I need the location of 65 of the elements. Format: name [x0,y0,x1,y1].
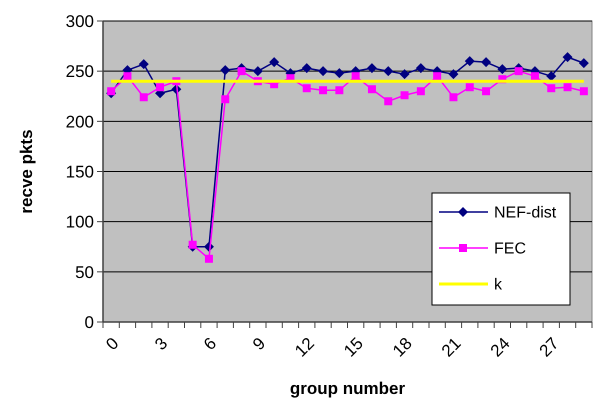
point [366,63,377,74]
x-tick-label: 24 [486,334,514,361]
point [482,87,490,96]
point [269,57,280,68]
point [497,64,508,74]
y-tick-label: 300 [66,12,94,31]
x-tick-label: 9 [248,334,270,354]
point [252,66,263,76]
point [464,56,475,66]
point [530,72,539,80]
y-tick-label: 100 [66,212,94,232]
x-tick-label: 27 [536,334,562,361]
point [546,71,556,82]
point [466,83,474,92]
point [220,65,230,76]
point [238,67,246,76]
point [416,63,426,74]
y-tick-label: 250 [66,62,94,82]
point [416,87,425,96]
point [368,85,376,94]
x-tick-label: 18 [388,334,416,361]
point [138,59,149,70]
point [384,97,392,106]
point [400,69,410,80]
legend-label: k [494,276,503,294]
point [140,93,148,102]
point [334,68,344,78]
point [580,87,588,96]
point [335,86,344,94]
x-tick-label: 12 [291,334,318,361]
point [318,66,328,76]
x-tick-label: 6 [200,334,220,354]
y-axis-title: recve pkts [17,129,36,214]
x-tick-label: 0 [102,334,122,354]
x-axis-title: group number [290,379,406,398]
legend-label: NEF-dist [494,204,557,222]
x-tick-label: 3 [151,334,172,354]
point [400,91,409,100]
point [578,58,589,68]
point [562,52,573,62]
point [383,66,394,76]
y-tick-label: 0 [84,312,94,332]
point [204,254,213,263]
point [547,84,556,92]
point [433,72,442,80]
legend-label: FEC [494,240,526,258]
point [302,63,312,74]
y-tick-label: 200 [66,112,94,132]
point [123,72,132,80]
point [221,95,230,104]
y-tick-label: 50 [75,262,94,282]
x-tick-label: 15 [340,334,367,361]
point [302,84,311,92]
point [319,86,328,94]
x-tick-label: 21 [438,334,465,361]
point [448,69,458,80]
y-tick-label: 150 [66,162,94,182]
point [188,240,197,249]
point [156,83,164,92]
point [564,83,572,92]
point [352,72,360,80]
point [514,67,523,76]
point [449,93,458,102]
point [107,87,116,96]
point [481,57,492,68]
